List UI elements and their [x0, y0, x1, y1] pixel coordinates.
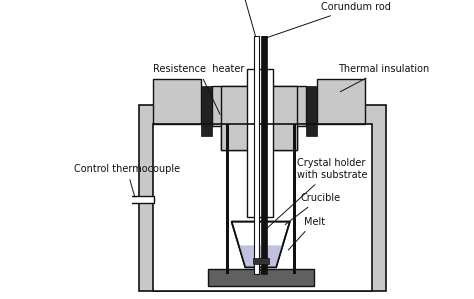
Text: Control thermocouple: Control thermocouple — [74, 164, 180, 197]
Bar — [153, 124, 372, 291]
Bar — [212, 86, 246, 126]
Bar — [317, 79, 365, 124]
Bar — [208, 269, 314, 286]
Bar — [226, 124, 229, 274]
Bar — [261, 29, 267, 274]
Bar — [118, 196, 154, 204]
Bar — [273, 86, 306, 126]
Text: Resistence  heater: Resistence heater — [153, 64, 244, 114]
Text: Corundum rod: Corundum rod — [266, 2, 391, 38]
Bar — [153, 124, 372, 291]
Bar — [293, 124, 296, 274]
Text: Melt: Melt — [288, 216, 325, 250]
Text: Crucible: Crucible — [285, 193, 340, 225]
Bar — [153, 79, 201, 124]
Bar — [273, 126, 297, 150]
Bar — [221, 126, 246, 150]
Polygon shape — [232, 222, 290, 267]
Bar — [254, 36, 259, 274]
Text: Monitoring thermocouple: Monitoring thermocouple — [180, 0, 303, 36]
Bar — [253, 258, 269, 264]
Bar — [139, 106, 386, 291]
Bar — [267, 86, 297, 150]
Bar — [306, 86, 317, 136]
Polygon shape — [239, 245, 283, 267]
Text: Crystal holder
with substrate: Crystal holder with substrate — [266, 158, 367, 229]
Text: Thermal insulation: Thermal insulation — [338, 64, 429, 92]
Bar — [246, 69, 273, 217]
Bar — [201, 86, 212, 136]
Bar — [221, 86, 255, 150]
